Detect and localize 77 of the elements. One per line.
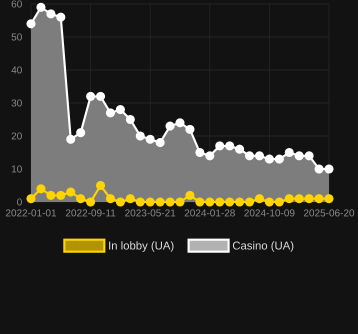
- point: [324, 194, 334, 204]
- point: [304, 194, 314, 204]
- point: [166, 197, 175, 207]
- point: [314, 164, 324, 174]
- point: [225, 197, 234, 207]
- point: [225, 141, 234, 150]
- point: [324, 164, 334, 174]
- y-tick-label: 30: [12, 99, 22, 107]
- y-tick-label: 20: [12, 132, 22, 140]
- point: [76, 194, 86, 204]
- point: [66, 188, 76, 197]
- point: [175, 118, 185, 128]
- point: [294, 194, 304, 204]
- point: [284, 148, 294, 158]
- point: [195, 197, 204, 207]
- point: [126, 194, 135, 204]
- point: [96, 180, 106, 190]
- legend-label: Casino (UA): [232, 241, 294, 252]
- point: [106, 194, 116, 204]
- point: [26, 194, 36, 204]
- point: [96, 92, 106, 101]
- point: [244, 151, 254, 160]
- point: [46, 190, 56, 200]
- point: [146, 134, 155, 144]
- point: [205, 151, 214, 160]
- y-tick-label: 0: [17, 198, 22, 206]
- point: [46, 9, 56, 18]
- point: [254, 194, 264, 204]
- point: [156, 138, 165, 148]
- point: [274, 197, 284, 207]
- point: [185, 124, 194, 134]
- point: [254, 151, 264, 160]
- point: [86, 197, 96, 207]
- y-tick-label: 40: [11, 66, 22, 74]
- point: [76, 128, 86, 138]
- point: [264, 154, 274, 164]
- point: [205, 197, 214, 207]
- point: [235, 144, 244, 154]
- point: [56, 12, 66, 22]
- point: [284, 194, 294, 204]
- point: [126, 114, 135, 124]
- point: [86, 92, 96, 101]
- y-tick-label: 60: [12, 0, 22, 8]
- point: [116, 105, 125, 114]
- point: [116, 197, 125, 207]
- point: [56, 190, 66, 200]
- point: [175, 197, 185, 207]
- point: [274, 154, 284, 164]
- point: [215, 197, 224, 207]
- y-tick-label: 50: [12, 33, 22, 41]
- x-tick-label: 2024-10-09: [244, 209, 294, 216]
- point: [146, 197, 155, 207]
- point: [235, 197, 244, 207]
- point: [314, 194, 324, 204]
- x-tick-label: 2022-09-11: [66, 209, 116, 216]
- point: [166, 122, 175, 131]
- point: [185, 190, 194, 200]
- x-tick-label: 2025-06-20: [304, 209, 354, 216]
- point: [304, 151, 314, 160]
- point: [156, 197, 165, 207]
- point: [136, 197, 145, 207]
- x-tick-label: 2024-01-28: [184, 209, 235, 216]
- point: [195, 148, 204, 158]
- point: [264, 197, 274, 207]
- point: [36, 184, 46, 194]
- y-tick-label: 10: [12, 165, 22, 173]
- point: [244, 197, 254, 207]
- point: [66, 134, 76, 144]
- point: [136, 131, 145, 141]
- point: [26, 19, 36, 28]
- point: [106, 108, 116, 118]
- point: [36, 2, 46, 12]
- legend-label: In lobby (UA): [109, 241, 174, 252]
- x-tick-label: 2022-01-01: [6, 209, 56, 216]
- x-tick-label: 2023-05-21: [125, 209, 176, 216]
- point: [294, 151, 304, 160]
- point: [215, 141, 224, 150]
